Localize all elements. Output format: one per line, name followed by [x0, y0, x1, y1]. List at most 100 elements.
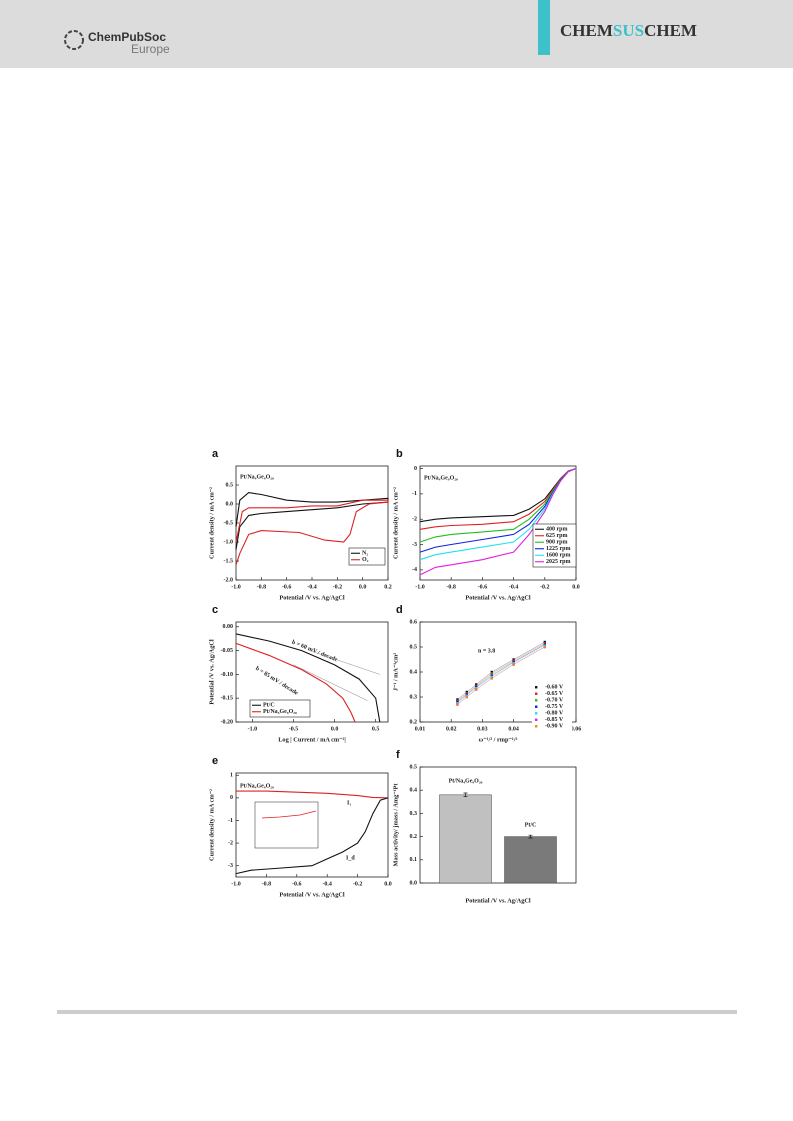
- data-point: [490, 674, 493, 677]
- x-tick-label: -0.8: [257, 584, 267, 590]
- data-point: [490, 675, 493, 679]
- logo-subtext: Europe: [131, 42, 170, 56]
- data-point: [543, 642, 546, 645]
- x-tick-label: -1.0: [231, 584, 241, 590]
- y-tick-label: 0.5: [410, 644, 418, 650]
- fit-line: [457, 645, 545, 704]
- plot-frame: [419, 766, 577, 884]
- panel-label: f: [396, 749, 400, 761]
- legend-label: -0.70 V: [545, 698, 564, 704]
- header-accent: [538, 0, 550, 55]
- x-tick-label: -0.4: [509, 584, 519, 590]
- x-tick-label: -0.6: [282, 584, 292, 590]
- panel-label: e: [212, 755, 218, 767]
- y-tick-label: 0.6: [410, 619, 418, 625]
- data-point: [543, 643, 546, 646]
- x-tick-label: 0.02: [446, 726, 457, 732]
- bar-category-label: Pt/Na₄Ge₉O₂₀: [449, 778, 483, 784]
- error-bar: [463, 792, 468, 798]
- y-tick-label: 0.00: [223, 624, 234, 630]
- data-point: [512, 663, 515, 666]
- data-point: [512, 660, 515, 664]
- fit-line: [293, 664, 368, 701]
- data-point: [512, 659, 515, 662]
- y-tick-label: -1.5: [224, 558, 234, 564]
- annotation: b = 60 mV / decade: [291, 640, 339, 664]
- inset-curve: [261, 810, 317, 819]
- legend-label: Pt/C: [263, 703, 275, 709]
- legend-label: -0.90 V: [545, 724, 564, 730]
- legend-label: 400 rpm: [546, 527, 568, 533]
- y-tick-label: -0.10: [221, 672, 234, 678]
- journal-part: CHEM: [560, 21, 613, 40]
- logo-text: ChemPubSoc: [88, 30, 166, 44]
- x-tick-label: -1.0: [415, 584, 425, 590]
- y-axis-label: Potential /V vs. Ag/AgCl: [208, 639, 215, 705]
- legend-label: -0.85 V: [545, 717, 564, 723]
- data-point: [512, 658, 515, 661]
- data-point: [490, 670, 493, 674]
- data-point: [543, 640, 546, 644]
- y-tick-label: -0.05: [221, 648, 234, 654]
- legend-label: -0.75 V: [545, 704, 564, 710]
- x-axis-label: Potential /V vs. Ag/AgCl: [465, 594, 531, 601]
- x-tick-label: -1.0: [248, 726, 258, 732]
- y-tick-label: 0.5: [226, 482, 234, 488]
- data-point: [456, 699, 459, 702]
- x-tick-label: -0.4: [307, 584, 317, 590]
- y-axis-label: Current density / mA cm⁻²: [208, 487, 215, 559]
- x-tick-label: -0.4: [322, 881, 332, 887]
- y-tick-label: 0.4: [410, 788, 418, 794]
- y-tick-label: 0.2: [410, 834, 418, 840]
- legend-label: 1600 rpm: [546, 553, 571, 559]
- journal-part: CHEM: [644, 21, 697, 40]
- panel-label: b: [396, 448, 403, 460]
- annotation: I₁: [347, 800, 351, 806]
- y-axis-label: Current density / mA cm⁻²: [392, 487, 399, 559]
- y-tick-label: 0.3: [410, 811, 418, 817]
- figure: a -2.0 -1.5 -1.0 -0.5 0.0 0.5 -1.0 -0.8 -0.6 -0.4 -…: [208, 448, 581, 905]
- legend-swatch: [535, 718, 538, 721]
- y-tick-label: -4: [412, 567, 417, 573]
- legend-label: 2025 rpm: [546, 559, 571, 565]
- x-tick-label: 0.04: [508, 726, 519, 732]
- journal-name: CHEMSUSCHEM: [560, 21, 697, 40]
- data-point: [474, 683, 478, 686]
- data-line: [235, 642, 356, 723]
- annotation: Pt/Na₄Ge₉O₂₀: [424, 475, 458, 481]
- y-tick-label: 0: [230, 795, 233, 801]
- x-tick-label: 0.01: [415, 726, 426, 732]
- panel-label: a: [212, 448, 219, 460]
- x-tick-label: -0.6: [478, 584, 488, 590]
- legend-label: -0.65 V: [545, 691, 564, 697]
- annotation: n = 3.8: [478, 648, 495, 654]
- fit-line: [457, 646, 545, 705]
- y-tick-label: -1: [412, 491, 417, 497]
- data-point: [456, 698, 459, 701]
- data-line: [235, 499, 389, 565]
- legend-label: 900 rpm: [546, 540, 568, 546]
- annotation: I_d: [346, 855, 355, 861]
- y-tick-label: -1: [228, 818, 233, 824]
- fit-line: [457, 643, 545, 701]
- y-tick-label: -2.0: [224, 577, 234, 583]
- legend-label: N₂: [362, 551, 368, 557]
- data-line: [235, 633, 381, 723]
- x-tick-label: 0.5: [372, 726, 380, 732]
- logo-icon: [64, 30, 84, 50]
- inset-frame: [254, 801, 319, 849]
- x-tick-label: -0.2: [353, 881, 363, 887]
- x-tick-label: 0.06: [571, 726, 582, 732]
- data-point: [543, 645, 546, 649]
- fit-line: [457, 644, 545, 703]
- legend-label: 625 rpm: [546, 533, 568, 539]
- data-point: [465, 690, 468, 694]
- legend-frame: [249, 699, 311, 718]
- x-tick-label: -0.2: [333, 584, 343, 590]
- fit-line: [457, 646, 545, 705]
- y-tick-label: -0.20: [221, 719, 234, 725]
- data-line: [235, 492, 389, 550]
- bar: [439, 794, 492, 884]
- x-tick-label: 0.0: [572, 584, 580, 590]
